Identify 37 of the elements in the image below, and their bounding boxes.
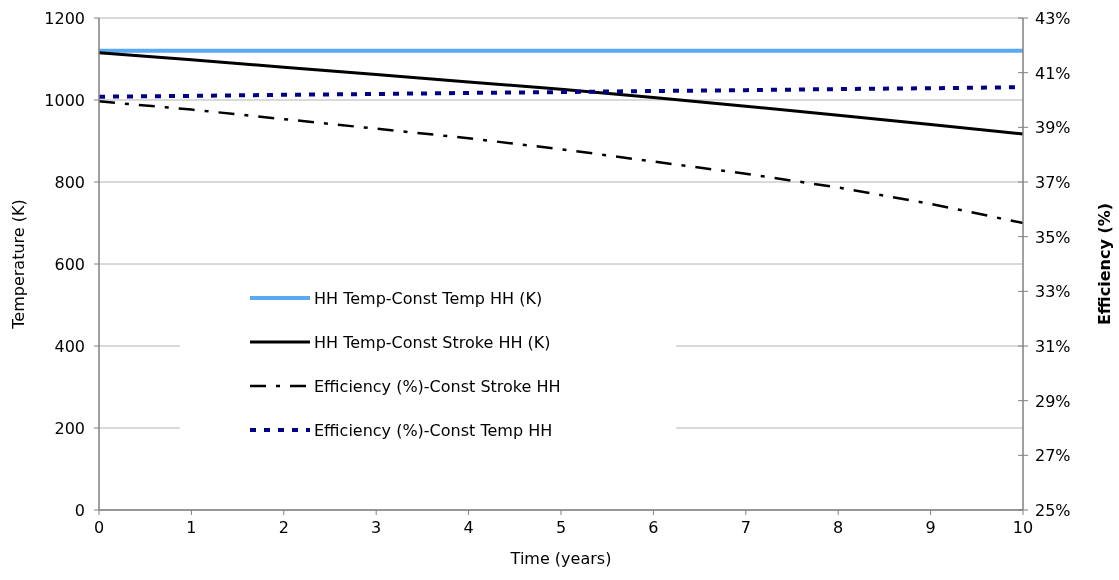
y2-tick-label: 25% [1035,501,1071,520]
y-tick-label: 600 [54,255,85,274]
y-tick-label: 200 [54,419,85,438]
x-tick-label: 0 [93,518,105,537]
x-tick-label: 4 [463,518,474,537]
y-tick-label: 0 [74,501,85,520]
legend-label: Efficiency (%)-Const Stroke HH [314,377,561,396]
y2-tick-label: 43% [1035,9,1071,28]
y2-tick-label: 27% [1035,446,1071,466]
y2-tick-label: 39% [1035,118,1071,138]
y2-tick-label: 41% [1035,63,1071,83]
y2-tick-label: 37% [1035,173,1071,192]
legend-label: Efficiency (%)-Const Temp HH [314,421,553,440]
y-tick-label: 400 [54,337,85,356]
x-tick-label: 1 [186,518,197,537]
legend-label: HH Temp-Const Stroke HH (K) [314,333,551,352]
x-tick-label: 9 [925,518,936,537]
line-series [97,51,1025,136]
y2-tick-label: 33% [1035,282,1071,302]
x-axis-title: Time (years) [509,549,612,568]
x-tick-label: 7 [740,518,751,537]
y2-tick-label: 29% [1035,391,1071,411]
y2-tick-label: 35% [1035,227,1071,247]
x-tick-label: 10 [1012,518,1034,537]
y-tick-label: 800 [54,173,85,192]
x-tick-label: 5 [555,518,567,537]
y2-tick-label: 31% [1035,337,1071,356]
y-tick-label: 1000 [44,91,85,110]
y-tick-label: 1200 [44,9,85,28]
x-tick-label: 3 [371,518,382,537]
line-series [97,100,1025,225]
y-axis-title: Temperature (K) [9,199,28,330]
legend-label: HH Temp-Const Temp HH (K) [314,289,543,308]
y2-axis-title: Efficiency (%) [1095,202,1114,326]
x-tick-label: 8 [833,518,844,537]
x-tick-label: 2 [278,518,289,537]
x-tick-label: 6 [648,518,659,537]
